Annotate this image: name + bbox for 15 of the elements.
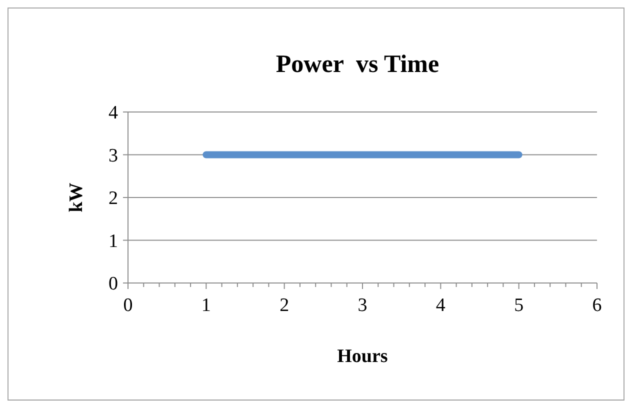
x-tick-label: 1 [201,295,211,316]
x-tick-label: 6 [592,295,602,316]
x-axis-title: Hours [337,346,388,367]
x-tick-label: 0 [123,295,133,316]
y-tick-label: 0 [108,274,118,295]
y-tick-label: 3 [108,145,118,166]
chart-title: Power vs Time [276,51,440,78]
y-axis-title: kW [66,182,87,212]
y-tick-label: 1 [108,230,118,252]
y-tick-label: 2 [108,188,118,210]
x-tick-label: 5 [514,295,524,316]
x-tick-label: 3 [358,295,368,316]
y-tick-label: 4 [108,102,118,124]
x-tick-label: 2 [280,295,290,316]
x-tick-label: 4 [436,295,446,316]
